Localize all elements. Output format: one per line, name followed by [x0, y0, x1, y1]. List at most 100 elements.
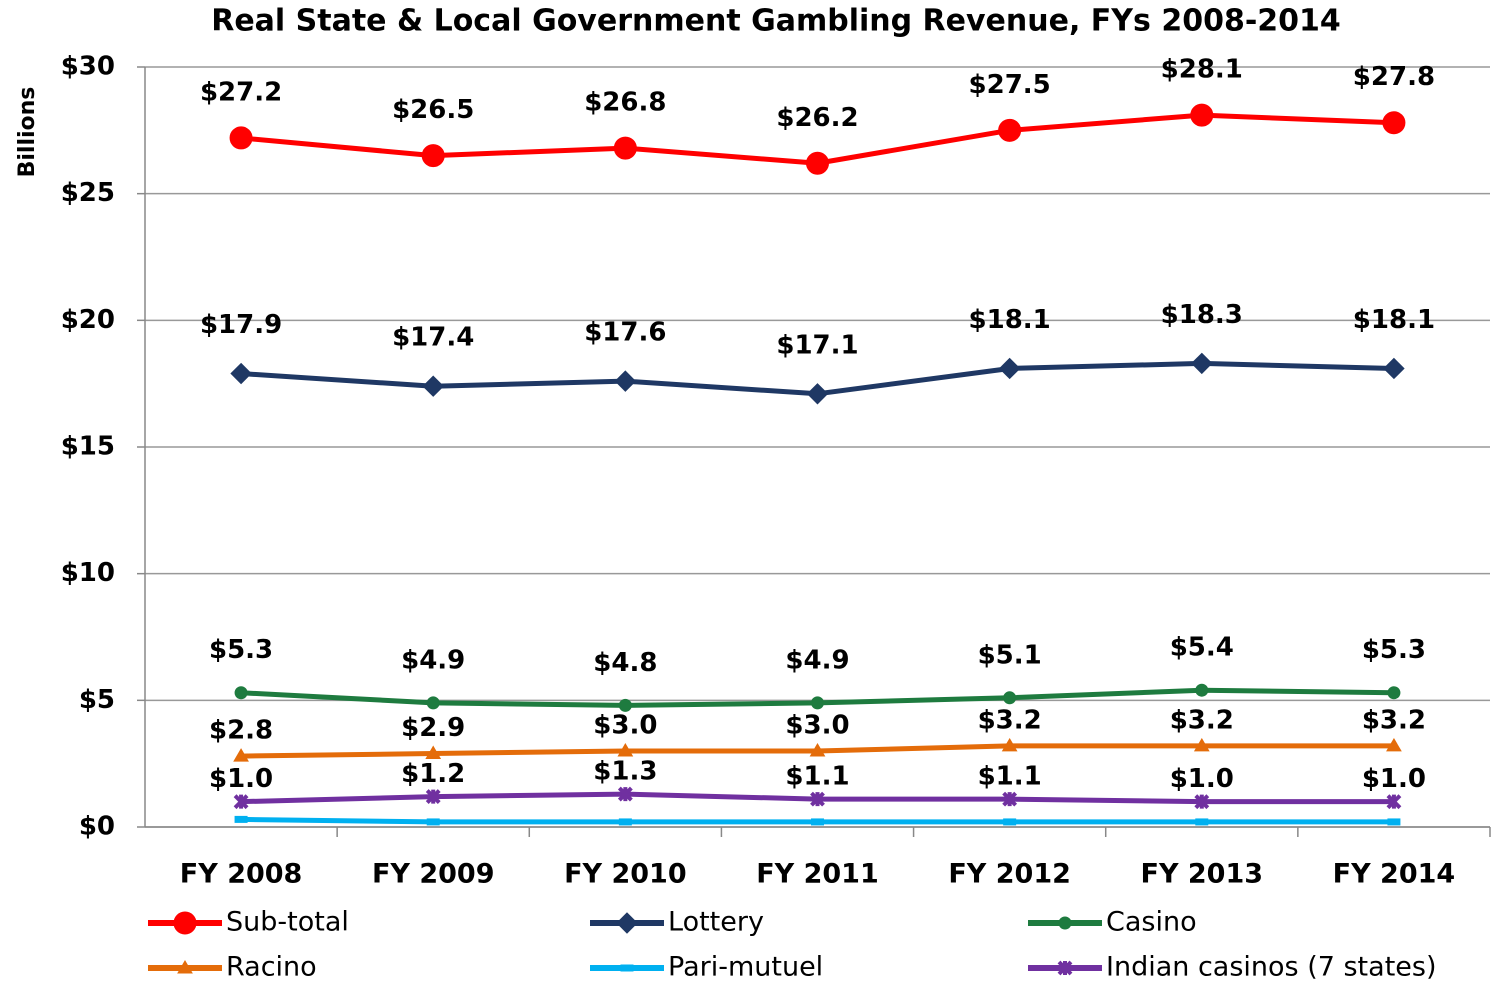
- data-label: $5.1: [978, 640, 1042, 670]
- data-label: $26.5: [392, 95, 474, 125]
- marker: [1383, 357, 1405, 380]
- marker: [1194, 794, 1210, 810]
- marker: [1001, 737, 1018, 752]
- marker: [811, 696, 824, 710]
- marker: [617, 786, 633, 802]
- data-label: $1.3: [593, 757, 657, 787]
- marker: [426, 696, 440, 710]
- marker: [1193, 737, 1210, 752]
- legend-label: Pari-mutuel: [668, 952, 823, 983]
- marker: [806, 383, 829, 405]
- y-tick-label: $10: [61, 558, 115, 588]
- marker: [1191, 352, 1213, 375]
- data-label: $27.5: [969, 70, 1051, 100]
- data-label: $5.4: [1170, 633, 1234, 663]
- marker: [1386, 794, 1402, 810]
- marker: [234, 815, 248, 823]
- data-label: $1.1: [978, 762, 1042, 792]
- marker: [998, 118, 1022, 142]
- legend-marker: [1058, 916, 1072, 930]
- data-label: $17.4: [392, 323, 474, 353]
- x-tick-label: FY 2010: [564, 859, 687, 890]
- x-tick-label: FY 2011: [756, 859, 879, 890]
- marker: [614, 370, 637, 392]
- data-label: $1.0: [1170, 764, 1234, 794]
- y-tick-label: $20: [61, 305, 115, 335]
- y-tick-label: $5: [79, 685, 115, 715]
- data-label: $3.2: [1170, 705, 1234, 735]
- data-label: $3.0: [785, 711, 849, 741]
- data-label: $18.1: [1353, 305, 1435, 335]
- data-label: $1.0: [1362, 764, 1426, 794]
- marker: [1382, 111, 1406, 135]
- marker: [1002, 791, 1018, 807]
- marker: [613, 136, 637, 160]
- marker: [425, 745, 442, 760]
- marker: [1387, 818, 1401, 826]
- marker: [229, 126, 253, 150]
- marker: [1387, 686, 1401, 700]
- chart-title: Real State & Local Government Gambling R…: [211, 4, 1341, 39]
- data-label: $17.9: [200, 310, 282, 340]
- marker: [1003, 818, 1017, 826]
- y-axis-label: Billions: [15, 87, 40, 178]
- marker: [806, 151, 829, 175]
- data-label: $2.8: [209, 716, 273, 746]
- data-label: $5.3: [1362, 635, 1426, 665]
- data-label: $2.9: [401, 713, 465, 743]
- data-label: $28.1: [1161, 55, 1243, 85]
- legend-label: Casino: [1106, 907, 1197, 938]
- x-tick-label: FY 2008: [180, 859, 303, 890]
- legend-marker: [173, 911, 197, 935]
- marker: [1195, 683, 1209, 697]
- marker: [425, 789, 441, 805]
- legend-marker: [1057, 960, 1073, 976]
- marker: [233, 748, 249, 762]
- data-label: $27.2: [200, 77, 282, 107]
- marker: [230, 362, 252, 385]
- marker: [1190, 103, 1214, 127]
- marker: [998, 357, 1021, 380]
- x-tick-label: FY 2009: [372, 859, 495, 890]
- data-label: $18.3: [1161, 300, 1243, 330]
- y-tick-label: $25: [61, 178, 115, 208]
- marker: [809, 743, 826, 757]
- data-label: $3.2: [978, 705, 1042, 735]
- x-tick-label: FY 2013: [1141, 859, 1264, 890]
- data-label: $3.2: [1362, 705, 1426, 735]
- marker: [426, 818, 440, 826]
- data-label: $17.1: [776, 330, 858, 360]
- marker: [422, 375, 444, 397]
- marker: [234, 686, 248, 700]
- marker: [618, 818, 632, 826]
- legend-marker: [620, 964, 634, 972]
- marker: [810, 791, 825, 807]
- marker: [233, 794, 249, 810]
- data-label: $4.9: [401, 645, 465, 675]
- data-label: $1.1: [785, 762, 849, 792]
- data-label: $27.8: [1353, 62, 1435, 92]
- marker: [1195, 818, 1209, 826]
- marker: [421, 144, 445, 168]
- y-tick-label: $0: [79, 812, 115, 842]
- marker: [618, 698, 632, 712]
- legend-marker: [177, 960, 193, 974]
- data-label: $17.6: [584, 318, 666, 348]
- data-label: $1.0: [209, 764, 273, 794]
- y-tick-label: $15: [61, 432, 115, 462]
- data-label: $1.2: [401, 759, 465, 789]
- legend-label: Racino: [226, 952, 317, 983]
- data-label: $4.9: [785, 645, 849, 675]
- legend-label: Sub-total: [226, 907, 349, 938]
- legend-label: Lottery: [668, 907, 764, 938]
- data-label: $4.8: [593, 648, 657, 678]
- data-label: $26.2: [776, 103, 858, 133]
- legend-label: Indian casinos (7 states): [1106, 952, 1437, 983]
- data-label: $3.0: [593, 711, 657, 741]
- marker: [1003, 691, 1017, 705]
- x-tick-label: FY 2014: [1333, 859, 1456, 890]
- legend-marker: [616, 912, 638, 934]
- marker: [1386, 737, 1402, 752]
- marker: [811, 818, 824, 826]
